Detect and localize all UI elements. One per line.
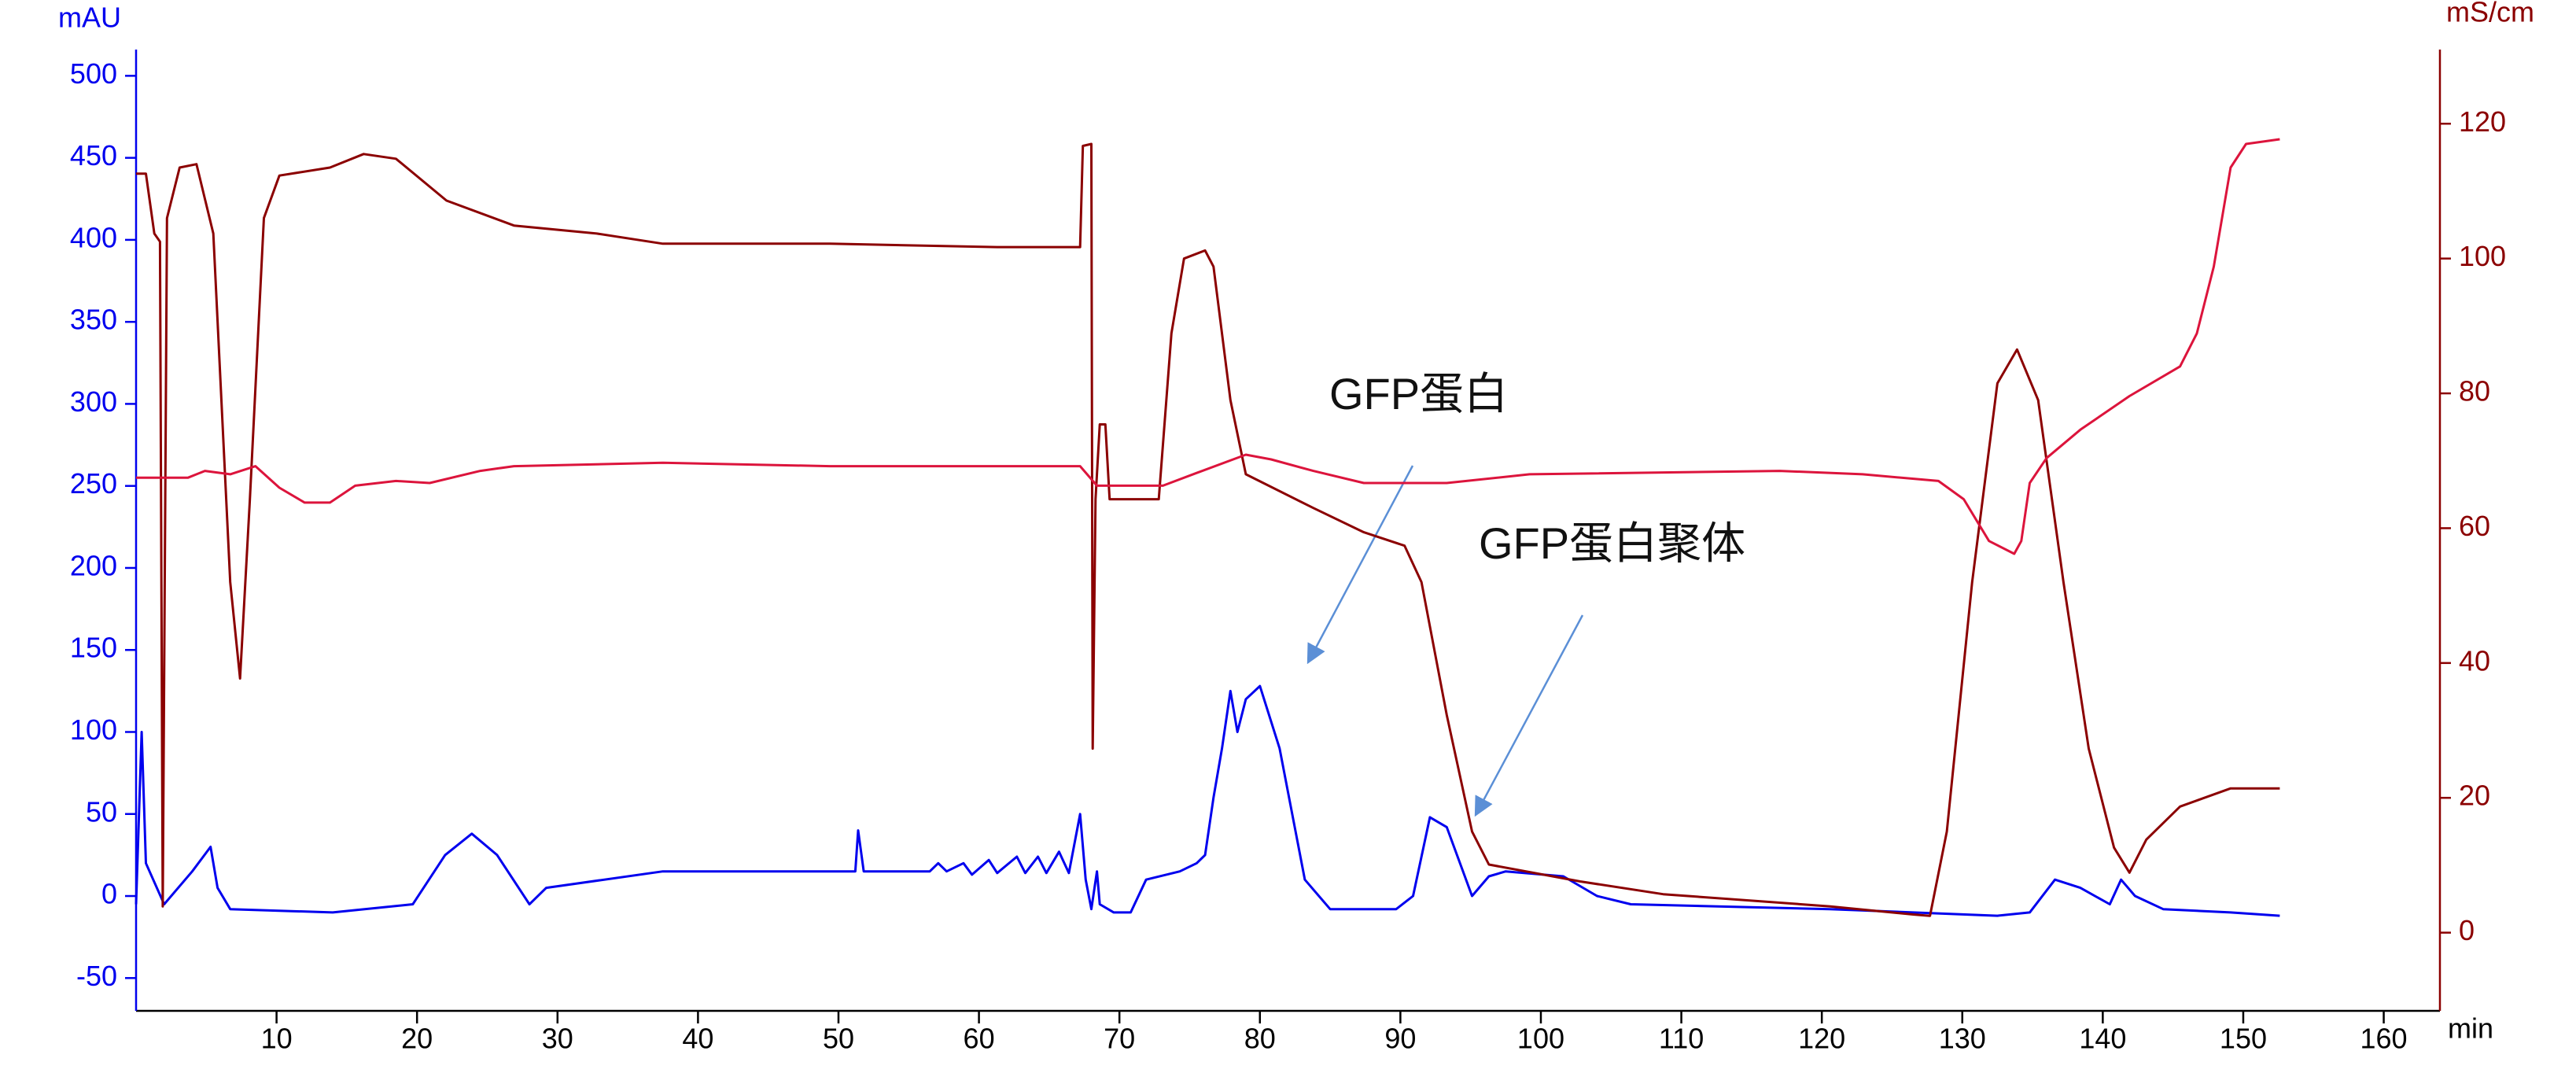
series-line xyxy=(135,684,2280,917)
y2-tick-label: 20 xyxy=(2459,780,2490,812)
y-tick-label: 300 xyxy=(70,385,117,418)
x-tick-label: 40 xyxy=(682,1023,713,1055)
x-tick-label: 80 xyxy=(1244,1023,1276,1055)
x-tick-label: 90 xyxy=(1384,1023,1416,1055)
y2-tick-label: 80 xyxy=(2459,375,2490,407)
series-line xyxy=(136,142,2280,917)
y2-tick-label: 120 xyxy=(2459,105,2506,138)
y-tick-label: 350 xyxy=(70,304,117,336)
x-tick-label: 50 xyxy=(823,1023,854,1055)
x-tick-label: 20 xyxy=(401,1023,433,1055)
y-tick-label: 0 xyxy=(101,878,117,910)
x-tick-label: 30 xyxy=(542,1023,573,1055)
annotation-arrow xyxy=(1474,614,1584,817)
y2-tick-label: 60 xyxy=(2459,510,2490,542)
y-tick-label: 450 xyxy=(70,139,117,171)
x-tick-label: 10 xyxy=(261,1023,293,1055)
y-tick-label: 250 xyxy=(70,467,117,500)
x-tick-label: 150 xyxy=(2220,1023,2267,1055)
series-line xyxy=(136,138,2280,555)
x-tick-label: 110 xyxy=(1659,1023,1704,1055)
x-tick-label: 160 xyxy=(2360,1023,2408,1055)
x-tick-label: 140 xyxy=(2079,1023,2126,1055)
y-tick-label: 500 xyxy=(70,57,117,90)
y-tick-label: 100 xyxy=(70,713,117,746)
x-tick-label: 60 xyxy=(964,1023,995,1055)
x-axis-label: min xyxy=(2448,1012,2493,1045)
annotation: GFP蛋白聚体 xyxy=(1479,518,1745,568)
x-tick-label: 130 xyxy=(1939,1023,1986,1055)
x-tick-label: 100 xyxy=(1517,1023,1564,1055)
y2-tick-label: 100 xyxy=(2459,240,2506,272)
y-tick-label: 50 xyxy=(86,795,117,828)
y-tick-label: 200 xyxy=(70,549,117,581)
y-tick-label: -50 xyxy=(76,960,117,992)
x-tick-label: 120 xyxy=(1798,1023,1845,1055)
y2-axis-label: mS/cm xyxy=(2446,0,2534,28)
y-tick-label: 400 xyxy=(70,221,117,253)
annotation: GFP蛋白 xyxy=(1329,369,1508,419)
x-tick-label: 70 xyxy=(1104,1023,1135,1055)
y2-tick-label: 0 xyxy=(2459,914,2475,946)
annotation-arrow xyxy=(1306,465,1414,665)
y-tick-label: 150 xyxy=(70,632,117,664)
y2-tick-label: 40 xyxy=(2459,644,2490,677)
y-axis-label: mAU xyxy=(58,2,121,34)
